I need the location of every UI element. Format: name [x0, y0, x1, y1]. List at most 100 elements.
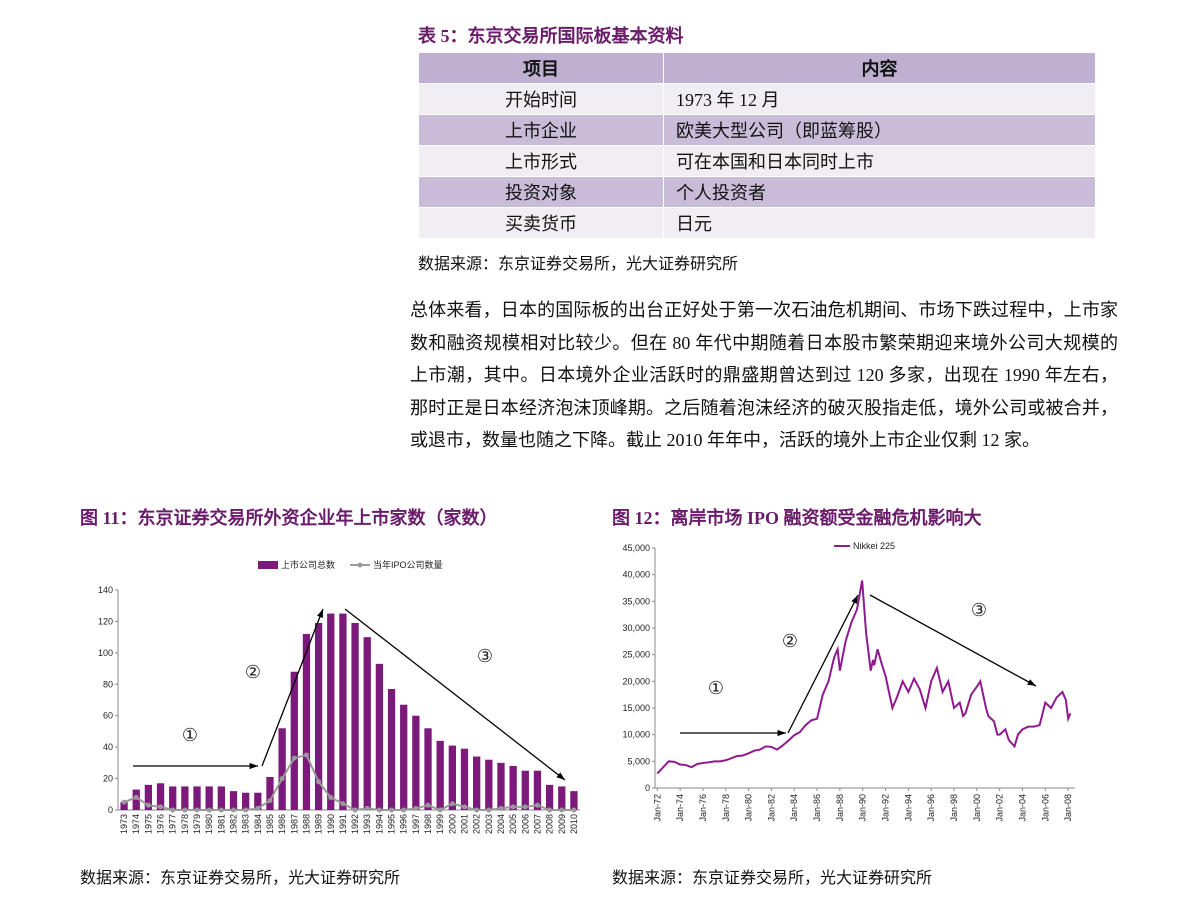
header-cell: 项目 [418, 52, 664, 84]
chart: 0 5,000 10,000 15,000 20,000 25,000 30,000 35,0… [622, 541, 1075, 822]
table-title: 表 5：东京交易所国际板基本资料 [418, 26, 684, 46]
table-cell: 买卖货币 [418, 207, 664, 239]
ipo-marker [534, 802, 540, 808]
bar [387, 689, 396, 810]
x-tick-label: 1974 [131, 814, 141, 834]
table-cell: 个人投资者 [663, 176, 1096, 208]
index-line [656, 580, 1072, 775]
y-tick-label: 5,000 [627, 756, 650, 766]
y-tick-label: 120 [98, 616, 113, 626]
arrow [344, 608, 566, 781]
bar [242, 792, 250, 810]
legend-label: 上市公司总数 [281, 559, 335, 570]
annotation: ② [782, 631, 798, 652]
ipo-marker [267, 798, 273, 804]
x-tick-label: Jan-82 [766, 794, 776, 822]
ipo-marker [474, 807, 480, 813]
x-tick-label: Jan-96 [926, 794, 936, 822]
bar [290, 671, 298, 810]
x-tick-label: 2009 [557, 814, 567, 834]
bar [448, 745, 456, 810]
table-row: 上市形式 可在本国和日本同时上市 [418, 145, 1096, 177]
arrow [787, 594, 859, 734]
legend-label: Nikkei 225 [853, 541, 895, 551]
bar [363, 637, 371, 810]
x-tick-label: Jan-04 [1018, 794, 1028, 822]
table-cell: 上市形式 [418, 145, 664, 177]
x-tick-label: 1975 [143, 814, 153, 834]
bar [302, 634, 311, 810]
table-source: 数据来源：东京证券交易所，光大证券研究所 [418, 256, 739, 273]
x-tick-label: 2003 [484, 814, 494, 834]
ipo-marker [316, 779, 322, 785]
legend-swatch [258, 561, 278, 569]
x-tick-label: 1992 [350, 814, 360, 834]
table-cell: 投资对象 [418, 176, 664, 208]
arrow [869, 594, 1037, 687]
header-cell: 内容 [663, 52, 1096, 84]
x-tick-label: 1987 [289, 814, 299, 834]
table-cell: 上市企业 [418, 114, 664, 146]
y-tick-label: 40 [103, 742, 113, 752]
x-tick-label: 1989 [314, 814, 324, 834]
y-tick-label: 40,000 [622, 570, 650, 580]
bar [509, 766, 517, 810]
x-tick-label: 1995 [387, 814, 397, 834]
arrow-head [777, 729, 786, 737]
table-row: 投资对象 个人投资者 [418, 176, 1096, 208]
annotation: ③ [971, 600, 987, 621]
ipo-marker [218, 807, 224, 813]
annotation: ① [708, 678, 724, 699]
x-tick-label: 1973 [119, 814, 129, 834]
bar [558, 786, 566, 810]
bar [545, 784, 554, 810]
bar [400, 704, 408, 810]
bar [217, 786, 225, 810]
y-tick-label: 80 [103, 679, 113, 689]
x-tick-label: Jan-76 [698, 794, 708, 822]
figure-source: 数据来源：东京证券交易所，光大证券研究所 [612, 870, 933, 887]
bar [436, 740, 444, 810]
x-tick-label: 1991 [338, 814, 348, 834]
y-tick-label: 0 [108, 805, 113, 815]
bar [339, 613, 347, 810]
table-cell: 1973 年 12 月 [663, 83, 1096, 115]
figure-title: 图 12：离岸市场 IPO 融资额受金融危机影响大 [612, 508, 982, 528]
x-tick-label: Jan-78 [721, 794, 731, 822]
ipo-marker [206, 807, 212, 813]
x-tick-label: 2002 [472, 814, 482, 834]
x-tick-label: Jan-98 [949, 794, 959, 822]
bar [327, 613, 335, 810]
annotation: ③ [477, 646, 493, 667]
x-tick-label: Jan-86 [812, 794, 822, 822]
ipo-marker [376, 807, 382, 813]
x-tick-label: 2008 [545, 814, 555, 834]
bar [120, 802, 128, 810]
y-tick-label: 35,000 [622, 596, 650, 606]
x-tick-label: 1986 [277, 814, 287, 834]
y-tick-label: 100 [98, 648, 113, 658]
y-tick-label: 60 [103, 711, 113, 721]
ipo-marker [340, 801, 346, 807]
bar [193, 786, 201, 810]
ipo-marker [133, 794, 139, 800]
ipo-marker [158, 804, 164, 810]
ipo-line [123, 753, 574, 812]
x-tick-label: 1999 [435, 814, 445, 834]
x-tick-label: 1979 [192, 814, 202, 834]
x-tick-label: Jan-08 [1063, 794, 1073, 822]
x-tick-label: Jan-94 [903, 794, 913, 822]
bar [254, 792, 262, 810]
bar [278, 728, 286, 810]
x-tick-label: Jan-84 [789, 794, 799, 822]
ipo-marker [486, 807, 492, 813]
x-tick-label: Jan-88 [835, 794, 845, 822]
x-tick-label: 1988 [301, 814, 311, 834]
figure-title: 图 11：东京证券交易所外资企业年上市家数（家数） [80, 508, 498, 528]
y-tick-label: 15,000 [622, 703, 650, 713]
arrow-head [556, 772, 565, 780]
ipo-marker [449, 801, 455, 807]
annotation: ① [182, 725, 198, 746]
x-tick-label: 1997 [411, 814, 421, 834]
